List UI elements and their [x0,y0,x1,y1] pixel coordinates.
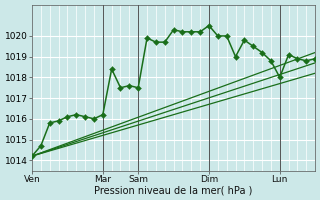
X-axis label: Pression niveau de la mer( hPa ): Pression niveau de la mer( hPa ) [94,185,253,195]
